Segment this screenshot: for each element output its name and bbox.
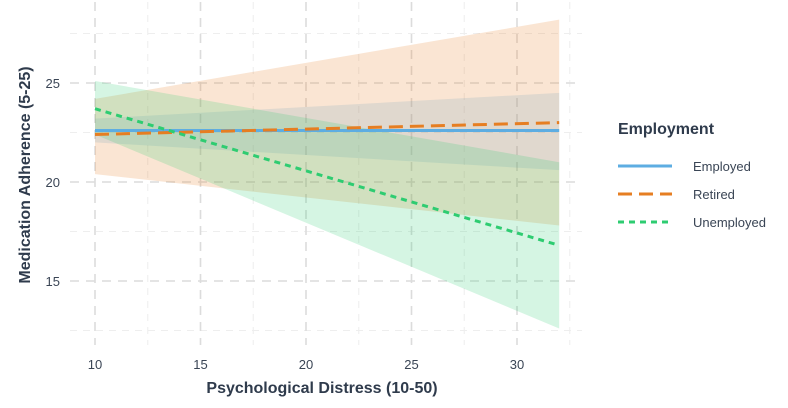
x-axis-ticks: 10 15 20 25 30 (88, 357, 524, 372)
y-tick-label: 20 (46, 175, 60, 190)
series-lines (94, 107, 560, 247)
legend: Employment Employed Retired Unemployed (618, 121, 766, 230)
x-axis-title: Psychological Distress (10-50) (206, 380, 437, 397)
series-line-unemployed (94, 107, 560, 247)
y-tick-label: 15 (46, 274, 60, 289)
legend-label-retired: Retired (693, 187, 735, 202)
y-tick-label: 25 (46, 76, 60, 91)
x-tick-label: 10 (88, 357, 102, 372)
x-tick-label: 30 (510, 357, 524, 372)
legend-label-employed: Employed (693, 159, 751, 174)
x-tick-label: 25 (404, 357, 418, 372)
grid (70, 2, 582, 345)
y-axis-title: Medication Adherence (5-25) (17, 66, 34, 283)
legend-label-unemployed: Unemployed (693, 215, 766, 230)
x-tick-label: 15 (193, 357, 207, 372)
y-axis-ticks: 15 20 25 (46, 76, 60, 289)
series-line-retired (94, 121, 560, 136)
ci-band-retired (95, 19, 560, 226)
confidence-bands (95, 19, 560, 329)
ci-band-unemployed (95, 81, 560, 329)
legend-title: Employment (618, 121, 715, 138)
x-tick-label: 20 (299, 357, 313, 372)
